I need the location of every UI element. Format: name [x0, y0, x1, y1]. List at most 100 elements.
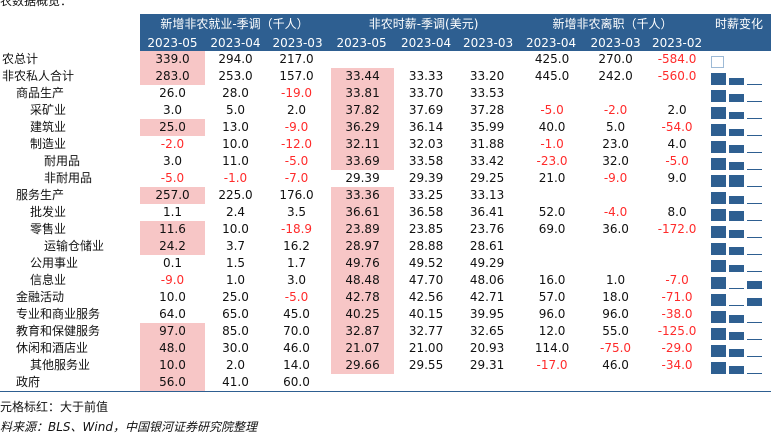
- cell-sep: [647, 238, 707, 255]
- cell-payroll: 283.0: [140, 68, 205, 85]
- header-date-row: 2023-05 2023-04 2023-03 2023-05 2023-04 …: [0, 35, 771, 51]
- cell-sep: [584, 85, 647, 102]
- cell-payroll: 3.7: [225, 239, 246, 253]
- table-row: 金融活动 10.0 25.0 -5.0 42.78 42.56 42.71 57.0 18.0 -…: [0, 289, 771, 306]
- cell-payroll: 3.5: [286, 205, 307, 219]
- wage-change-spark: [707, 170, 771, 187]
- cell-sep: 55.0: [602, 324, 629, 338]
- cell-sep: 4.0: [667, 137, 687, 151]
- wage-change-spark: [707, 323, 771, 340]
- spark-bar: [729, 288, 745, 289]
- cell-wage: 23.85: [408, 222, 444, 236]
- table-row: 商品生产 26.0 28.0 -19.0 33.81 33.70 33.53: [0, 85, 771, 102]
- cell-sep: -5.0: [516, 102, 585, 119]
- cell-sep: 96.0: [516, 306, 585, 323]
- cell-payroll: 3.0: [162, 103, 183, 117]
- cell-sep: 5.0: [606, 120, 626, 134]
- wage-change-spark: [707, 85, 771, 102]
- cell-payroll: 28.0: [222, 86, 249, 100]
- spark-bar: [729, 129, 745, 136]
- cell-sep: -54.0: [661, 120, 693, 134]
- cell-sep: -23.0: [516, 153, 585, 170]
- spark-bar: [747, 237, 763, 238]
- row-label: 金融活动: [16, 290, 65, 304]
- cell-wage: 29.66: [327, 357, 395, 374]
- cell-payroll: 97.0: [140, 323, 205, 340]
- wage-change-spark: [707, 51, 771, 68]
- cell-payroll: -9.0: [284, 120, 309, 134]
- nonfarm-table: 新增非农就业-季调（千人） 非农时薪-季调(美元) 新增非农离职（千人） 时薪变…: [0, 14, 771, 391]
- cell-payroll: -7.0: [284, 171, 309, 185]
- cell-sep: -172.0: [657, 222, 697, 236]
- row-label: 非农私人合计: [2, 69, 75, 83]
- cell-payroll: 11.6: [140, 221, 205, 238]
- cell-sep: [516, 255, 585, 272]
- cell-wage: 33.42: [469, 154, 505, 168]
- wage-change-spark: [707, 187, 771, 204]
- spark-bar: [711, 175, 727, 187]
- wage-change-spark: [707, 306, 771, 323]
- group-header-payroll: 新增非农就业-季调（千人）: [140, 14, 330, 35]
- cell-wage: [327, 51, 395, 68]
- cell-wage: 36.41: [469, 205, 505, 219]
- cell-wage: 42.71: [469, 290, 505, 304]
- cell-payroll: 64.0: [159, 307, 186, 321]
- cell-sep: 114.0: [516, 340, 585, 357]
- cell-wage: 28.88: [408, 239, 444, 253]
- chart-placeholder-icon: [711, 56, 725, 68]
- spark-bar: [729, 175, 745, 187]
- wage-change-spark: [707, 119, 771, 136]
- table-row: 批发业 1.1 2.4 3.5 36.61 36.58 36.41 52.0 -4.0 8.0: [0, 204, 771, 221]
- cell-wage: 33.25: [408, 188, 444, 202]
- cell-sep: 445.0: [516, 68, 585, 85]
- table-bottom-rule: [0, 391, 771, 392]
- cell-sep: [647, 85, 707, 102]
- cell-wage: 21.00: [408, 341, 444, 355]
- cell-payroll: -2.0: [160, 137, 185, 151]
- spark-bar: [711, 209, 727, 221]
- cell-wage: 33.53: [469, 86, 505, 100]
- cell-payroll: 25.0: [140, 119, 205, 136]
- cell-sep: [584, 238, 647, 255]
- cell-wage: 36.61: [327, 204, 395, 221]
- date-header: 2023-03: [266, 35, 330, 51]
- cell-payroll: 253.0: [218, 69, 253, 83]
- cell-payroll: 3.0: [162, 154, 183, 168]
- spark-bar: [729, 230, 745, 238]
- cell-payroll: 2.4: [225, 205, 246, 219]
- cell-wage: 37.28: [469, 103, 505, 117]
- cell-payroll: 2.0: [286, 103, 307, 117]
- cell-sep: -4.0: [603, 205, 628, 219]
- cell-payroll: 294.0: [218, 52, 253, 66]
- spark-bar: [747, 84, 763, 85]
- cell-wage: 32.77: [408, 324, 444, 338]
- table-row: 制造业 -2.0 10.0 -12.0 32.11 32.03 31.88 -1.0 23.0 4…: [0, 136, 771, 153]
- spark-bar: [711, 362, 727, 374]
- cell-sep: -560.0: [657, 69, 697, 83]
- spark-bar: [729, 265, 745, 272]
- cell-sep: [516, 187, 585, 204]
- cell-sep: -125.0: [657, 324, 697, 338]
- cell-sep: -38.0: [661, 307, 693, 321]
- spark-bar: [729, 78, 745, 85]
- cell-wage: 33.58: [408, 154, 444, 168]
- wage-change-spark: [707, 238, 771, 255]
- spark-bar: [747, 254, 763, 255]
- cell-wage: 40.15: [408, 307, 444, 321]
- cell-payroll: 157.0: [279, 69, 314, 83]
- date-header: 2023-05: [140, 35, 205, 51]
- cell-payroll: 48.0: [140, 340, 205, 357]
- spark-bar: [747, 339, 763, 340]
- cell-wage: 33.44: [327, 68, 395, 85]
- cell-wage: 35.99: [469, 120, 505, 134]
- row-label: 建筑业: [30, 120, 67, 134]
- table-row: 耐用品 3.0 11.0 -5.0 33.69 33.58 33.42 -23.0 32.0 -5…: [0, 153, 771, 170]
- wage-change-spark: [707, 272, 771, 289]
- cell-payroll: 24.2: [140, 238, 205, 255]
- cell-sep: 40.0: [516, 119, 585, 136]
- wage-change-spark: [707, 289, 771, 306]
- table-row: 休闲和酒店业 48.0 30.0 46.0 21.07 21.00 20.93 114.0 -7…: [0, 340, 771, 357]
- spark-bar: [747, 135, 763, 136]
- cell-payroll: 60.0: [283, 375, 310, 389]
- cell-payroll: 10.0: [222, 222, 249, 236]
